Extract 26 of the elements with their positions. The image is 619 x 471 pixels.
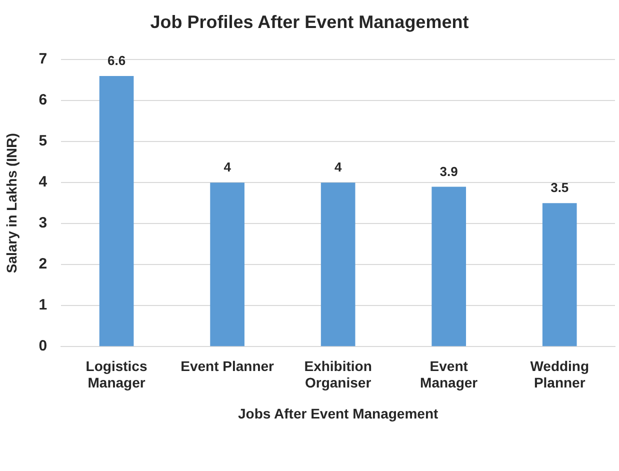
data-label: 4 (224, 160, 232, 175)
bar (99, 76, 134, 346)
y-tick-label: 5 (38, 132, 48, 150)
bar (432, 186, 466, 346)
y-tick-label: 6 (38, 92, 48, 109)
chart-title: Job Profiles After Event Management (150, 12, 469, 32)
bar (320, 182, 356, 346)
x-tick-label: Exhibition Organiser (304, 358, 372, 391)
bar (542, 203, 577, 346)
y-tick-label: 1 (38, 296, 48, 314)
x-tick-label: Event Manager (420, 358, 478, 391)
y-tick-label: 2 (38, 256, 48, 273)
y-tick-label: 0 (38, 338, 48, 355)
bar (210, 182, 244, 346)
data-label: 3.5 (550, 180, 569, 196)
x-tick-label: Wedding Planner (530, 358, 590, 391)
y-tick-label: 7 (38, 50, 48, 68)
data-label: 4 (334, 160, 342, 175)
y-tick-label: 3 (38, 214, 48, 232)
x-tick-label: Event Planner (180, 358, 275, 374)
data-label: 3.9 (440, 164, 458, 179)
data-label: 6.6 (107, 53, 126, 68)
y-tick-label: 4 (38, 174, 48, 191)
y-axis-title: Salary in Lakhs (INR) (3, 133, 20, 274)
x-axis-title: Jobs After Event Management (238, 405, 438, 422)
x-tick-label: Logistics Manager (86, 358, 148, 391)
